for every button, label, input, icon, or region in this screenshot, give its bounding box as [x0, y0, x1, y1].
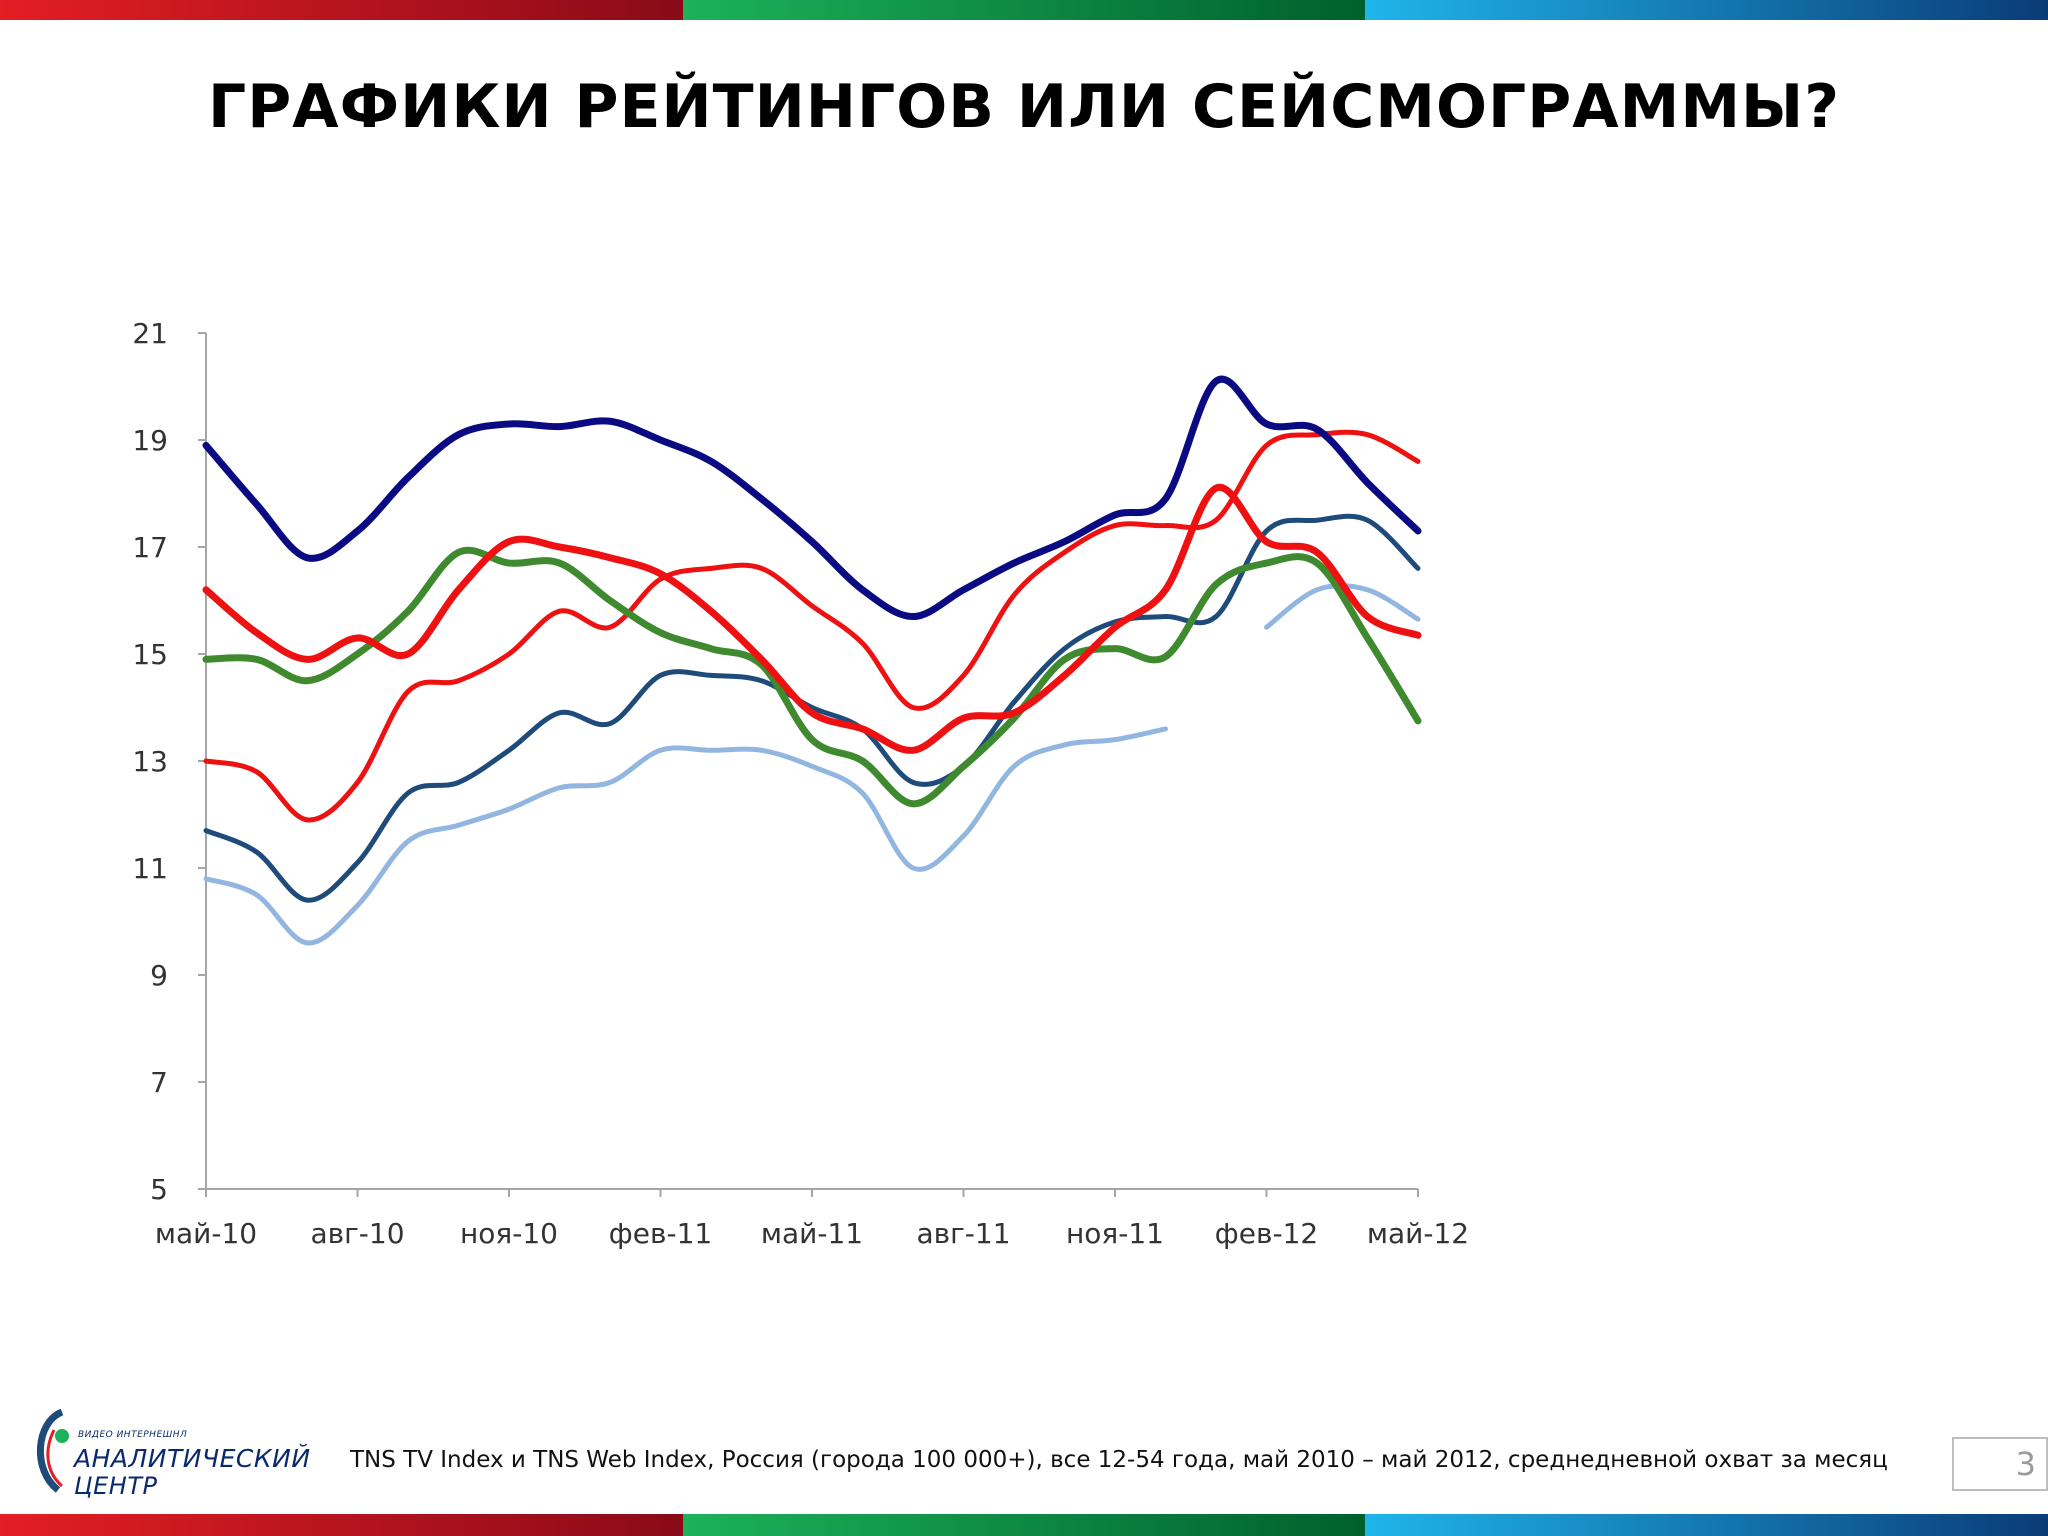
bottom-color-band	[0, 1514, 2048, 1536]
x-tick-label: май-12	[1367, 1217, 1469, 1250]
bottom-band-green	[682, 1514, 1366, 1536]
y-tick-label: 7	[150, 1066, 168, 1099]
y-tick-label: 13	[132, 745, 168, 778]
chart-axes: 5 7 9 11 13 15 17 19 21 май-10 авг-10 ноя-10 фев-11 м…	[132, 317, 1469, 1250]
company-logo: ВИДЕО ИНТЕРНЕШНЛ АНАЛИТИЧЕСКИЙ ЦЕНТР	[32, 1400, 332, 1500]
bottom-band-red	[0, 1514, 683, 1536]
y-tick-label: 17	[132, 531, 168, 564]
page-number: 3	[1952, 1437, 2048, 1491]
logo-line1: АНАЛИТИЧЕСКИЙ	[74, 1444, 311, 1473]
logo-line2: ЦЕНТР	[74, 1472, 158, 1500]
y-tick-label: 5	[150, 1173, 168, 1206]
bottom-band-blue	[1365, 1514, 2048, 1536]
series-3-line	[202, 546, 1422, 808]
y-tick-label: 11	[132, 852, 168, 885]
source-note: TNS TV Index и TNS Web Index, Россия (го…	[350, 1447, 1888, 1473]
x-tick-label: май-10	[155, 1217, 257, 1250]
y-tick-label: 19	[132, 424, 168, 457]
logo-small-text: ВИДЕО ИНТЕРНЕШНЛ	[78, 1430, 188, 1440]
x-tick-label: май-11	[761, 1217, 863, 1250]
chart-series	[202, 375, 1422, 946]
x-tick-label: фев-12	[1215, 1217, 1318, 1250]
top-color-band	[0, 0, 2048, 20]
slide-title: ГРАФИКИ РЕЙТИНГОВ ИЛИ СЕЙСМОГРАММЫ?	[207, 72, 1841, 142]
series-1-line	[202, 483, 1422, 754]
x-tick-label: авг-10	[310, 1217, 404, 1250]
logo-emblem-icon	[36, 1408, 69, 1493]
x-tick-label: ноя-10	[460, 1217, 558, 1250]
top-band-red	[0, 0, 683, 20]
top-band-blue	[1365, 0, 2048, 20]
top-band-green	[682, 0, 1366, 20]
series-0-line	[202, 375, 1422, 621]
series-5-line-part-0	[203, 726, 1168, 946]
x-tick-label: ноя-11	[1066, 1217, 1164, 1250]
x-tick-label: фев-11	[609, 1217, 712, 1250]
series-2-line	[203, 429, 1421, 823]
x-tick-label: авг-11	[916, 1217, 1010, 1250]
y-tick-label: 21	[132, 317, 168, 350]
y-tick-label: 9	[150, 959, 168, 992]
series-4-line	[203, 513, 1421, 903]
y-tick-label: 15	[132, 638, 168, 671]
